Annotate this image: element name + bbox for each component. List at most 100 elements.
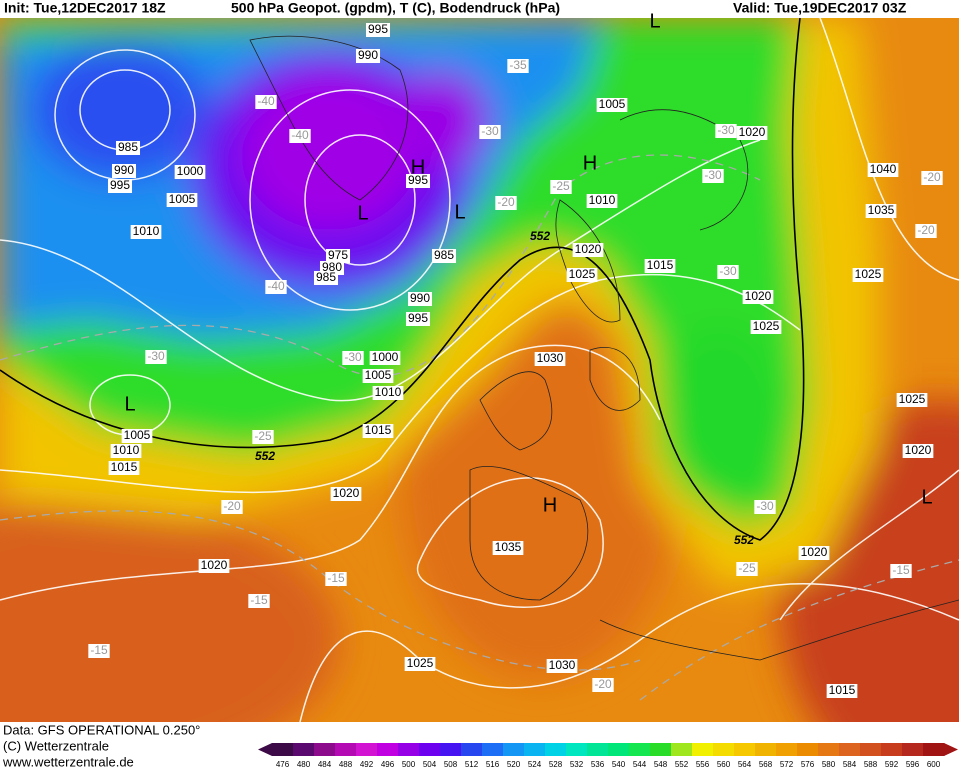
isobar-label-group: 1035 [492, 540, 524, 555]
isobar-label-group: 990 [111, 163, 137, 178]
temperature-label-box [592, 678, 614, 692]
temperature-label-group: -15 [325, 571, 347, 586]
pressure-center: L [454, 201, 465, 223]
temperature-label-box [915, 224, 937, 238]
colorbar-tick-label: 544 [633, 760, 647, 769]
isobar-label: 1025 [753, 319, 780, 333]
colorbar-cell [734, 743, 756, 756]
valid-time: Valid: Tue,19DEC2017 03Z [733, 0, 907, 16]
isobar-label: 1020 [739, 125, 766, 139]
temperature-label-group: -30 [342, 350, 364, 365]
temperature-label: -15 [90, 643, 108, 657]
temperature-label: -30 [719, 264, 737, 278]
isobar-label-box [111, 164, 137, 178]
colorbar-tick-label: 488 [339, 760, 353, 769]
temperature-label: -20 [923, 170, 941, 184]
temperature-label: -20 [497, 195, 515, 209]
temperature-label: -30 [481, 124, 499, 138]
colorbar-cell [923, 743, 945, 756]
contour-552 [0, 18, 805, 541]
colorbar-tick-label: 572 [780, 760, 794, 769]
temperature-label-box [221, 500, 243, 514]
isobar-label: 1025 [855, 267, 882, 281]
map-labels: 9959901005102098599099510001005995101010… [88, 10, 943, 698]
colorbar-cell [650, 743, 672, 756]
isobar-label-group: 1000 [174, 164, 206, 179]
colorbar-tick-label: 600 [927, 760, 941, 769]
temperature-label-box [507, 59, 529, 73]
isobar-label-box [110, 444, 142, 458]
temperature-label: -25 [552, 179, 570, 193]
pressure-center: H [543, 494, 557, 516]
colorbar-tick-label: 596 [906, 760, 920, 769]
isobar-label: 995 [110, 178, 130, 192]
temperature-label-group: -30 [717, 264, 739, 279]
temperature-label-group: -40 [289, 128, 311, 143]
colorbar-cell [839, 743, 861, 756]
colorbar-tick-label: 480 [297, 760, 311, 769]
colorbar-tick-label: 564 [738, 760, 752, 769]
isobar-label-box [130, 225, 162, 239]
isobar-label: 1005 [169, 192, 196, 206]
colorbar-tick-label: 568 [759, 760, 773, 769]
isobar-label: 990 [358, 48, 378, 62]
colorbar-cell [755, 743, 777, 756]
isobar-label-box [369, 351, 401, 365]
isobar-label-group: 1025 [566, 267, 598, 282]
isobar-label: 985 [316, 270, 336, 284]
website: www.wetterzentrale.de [2, 754, 134, 769]
isobar-label-group: 1005 [166, 192, 198, 207]
colorbar-tick-label: 540 [612, 760, 626, 769]
isobar-label-group: 1010 [372, 385, 404, 400]
colorbar-tick-label: 520 [507, 760, 521, 769]
colorbar-cell [272, 743, 294, 756]
temperature-label-group: -20 [921, 170, 943, 185]
isobar-label: 975 [328, 248, 348, 262]
colorbar-cell [902, 743, 924, 756]
colorbar-arrow-low [258, 743, 272, 756]
pressure-center: L [357, 202, 368, 224]
isobar-label: 990 [410, 291, 430, 305]
isobar-label: 995 [408, 311, 428, 325]
temperature-label-group: -40 [255, 94, 277, 109]
temperature-label-group: -30 [145, 349, 167, 364]
temperature-label-box [88, 644, 110, 658]
isobar-label-box [566, 268, 598, 282]
isobar-label-box [355, 49, 381, 63]
isobar-label-group: 1015 [826, 683, 858, 698]
isobar-label-group: 995 [405, 311, 431, 326]
isobar-label: 1025 [899, 392, 926, 406]
colorbar-tick-label: 500 [402, 760, 416, 769]
temperature-label-box [715, 124, 737, 138]
temperature-label-box [495, 196, 517, 210]
isobar-label-box [325, 249, 351, 263]
colorbar-cell [587, 743, 609, 756]
isobar-label-box [826, 684, 858, 698]
pressure-center: H [583, 152, 597, 174]
isobar-label-group: 1010 [110, 443, 142, 458]
colorbar-tick-label: 504 [423, 760, 437, 769]
colorbar-tick-label: 524 [528, 760, 542, 769]
temperature-label: -15 [892, 563, 910, 577]
isobar-label: 1025 [569, 267, 596, 281]
isobar-label-group: 1015 [362, 423, 394, 438]
isobar-label-group: 1010 [586, 193, 618, 208]
pressure-center: L [124, 393, 135, 415]
temperature-label-group: -30 [715, 123, 737, 138]
colorbar-tick-label: 508 [444, 760, 458, 769]
isobar-label: 1030 [537, 351, 564, 365]
temperature-label-group: -15 [248, 593, 270, 608]
colorbar-tick-label: 512 [465, 760, 479, 769]
contour-label: 552 [530, 229, 550, 243]
isobar-label-box [372, 386, 404, 400]
colorbar-tick-label: 548 [654, 760, 668, 769]
colorbar-tick-label: 556 [696, 760, 710, 769]
colorbar-tick-label: 532 [570, 760, 584, 769]
isobar-label-group: 1020 [572, 242, 604, 257]
contour-label: 552 [734, 533, 754, 547]
colorbar-tick-label: 492 [360, 760, 374, 769]
temperature-label-group: -35 [507, 58, 529, 73]
temperature-label-group: -30 [702, 168, 724, 183]
isobar-label-box [867, 163, 899, 177]
temperature-label-group: -20 [915, 223, 937, 238]
